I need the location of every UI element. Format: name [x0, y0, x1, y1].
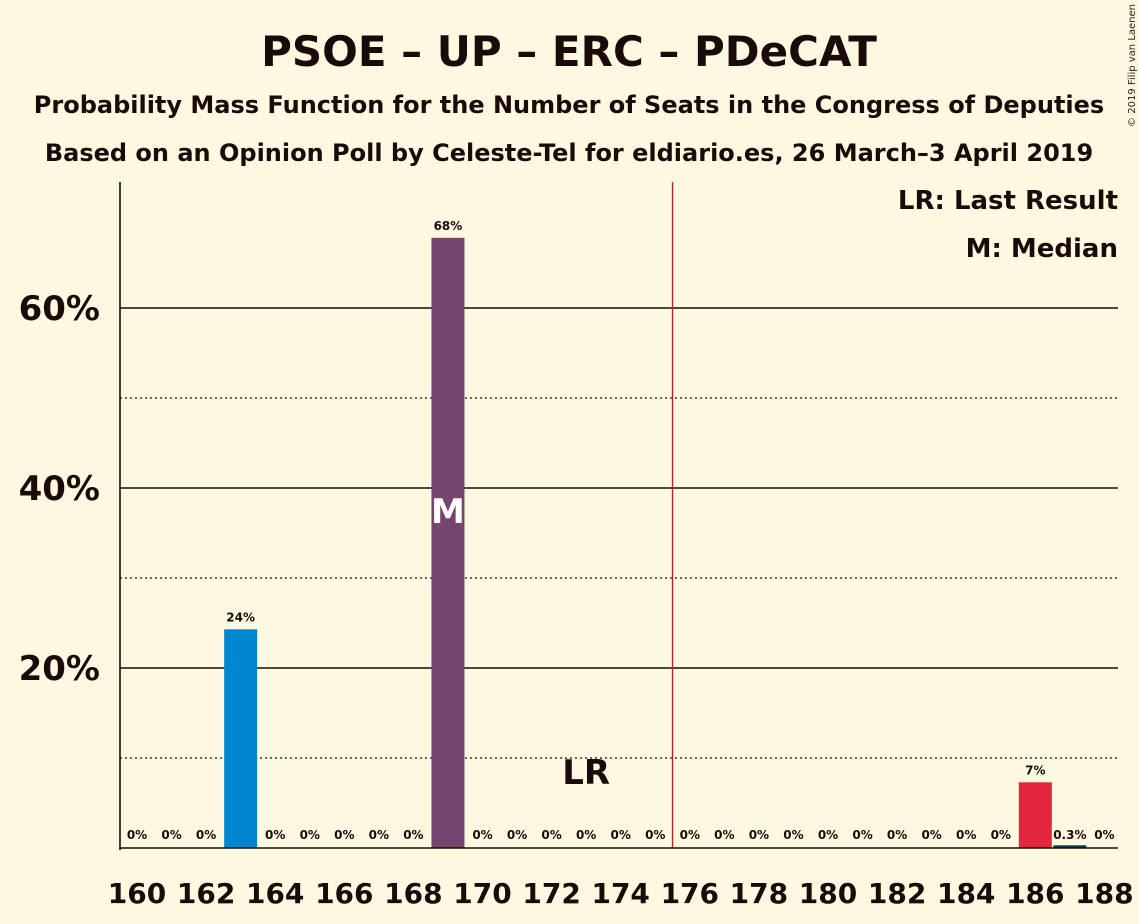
data-label-167: 0% — [369, 828, 389, 842]
chart-subtitle-2: Based on an Opinion Poll by Celeste-Tel … — [45, 139, 1093, 167]
data-label-165: 0% — [300, 828, 320, 842]
x-tick-label: 186 — [1006, 877, 1064, 910]
y-tick-label: 40% — [19, 469, 100, 509]
data-label-166: 0% — [334, 828, 354, 842]
x-tick-label: 180 — [799, 877, 857, 910]
data-label-185: 0% — [991, 828, 1011, 842]
data-label-160: 0% — [127, 828, 147, 842]
x-tick-label: 188 — [1075, 877, 1133, 910]
data-label-161: 0% — [161, 828, 181, 842]
data-label-182: 0% — [887, 828, 907, 842]
data-label-174: 0% — [611, 828, 631, 842]
data-label-173: 0% — [576, 828, 596, 842]
data-label-183: 0% — [921, 828, 941, 842]
data-label-172: 0% — [541, 828, 561, 842]
data-label-170: 0% — [472, 828, 492, 842]
chart-title: PSOE – UP – ERC – PDeCAT — [261, 27, 877, 76]
bar-186 — [1018, 782, 1052, 848]
axes-layer: 20% 40% 60% 160 162 164 166 168 170 172 174 176 178 1… — [19, 182, 1134, 910]
x-tick-label: 170 — [453, 877, 511, 910]
y-tick-label: 60% — [19, 289, 100, 329]
data-label-187: 0.3% — [1053, 828, 1086, 842]
data-label-163: 24% — [226, 610, 255, 624]
x-tick-label: 164 — [246, 877, 304, 910]
x-tick-label: 182 — [868, 877, 926, 910]
bars-layer — [224, 237, 1087, 849]
x-tick-label: 176 — [661, 877, 719, 910]
bar-169 — [431, 237, 465, 849]
legend-last-result: LR: Last Result — [898, 186, 1118, 216]
x-tick-label: 166 — [315, 877, 373, 910]
x-tick-label: 168 — [384, 877, 442, 910]
x-tick-label: 172 — [522, 877, 580, 910]
copyright-note: © 2019 Filip van Laenen — [1127, 4, 1138, 127]
x-tick-label: 174 — [591, 877, 649, 910]
data-label-178: 0% — [749, 828, 769, 842]
legend-median: M: Median — [966, 234, 1118, 264]
data-label-171: 0% — [507, 828, 527, 842]
y-tick-label: 20% — [19, 649, 100, 689]
x-tick-label: 184 — [937, 877, 995, 910]
x-tick-label: 160 — [108, 877, 166, 910]
data-label-162: 0% — [196, 828, 216, 842]
grid-layer — [120, 182, 1118, 848]
labels-layer: 0% 0% 0% 24% 0% 0% 0% 0% 0% 68% 0% 0% 0% 0% 0% 0% 0% 0% 0%… — [127, 219, 1115, 842]
data-label-164: 0% — [265, 828, 285, 842]
data-label-180: 0% — [818, 828, 838, 842]
data-label-186: 7% — [1025, 763, 1045, 777]
data-label-169: 68% — [434, 219, 463, 233]
data-label-177: 0% — [714, 828, 734, 842]
data-label-168: 0% — [403, 828, 423, 842]
bar-187 — [1053, 845, 1087, 848]
data-label-176: 0% — [680, 828, 700, 842]
last-result-marker: LR — [562, 753, 610, 793]
data-label-184: 0% — [956, 828, 976, 842]
x-tick-label: 178 — [730, 877, 788, 910]
chart-subtitle-1: Probability Mass Function for the Number… — [34, 91, 1104, 119]
data-label-188: 0% — [1094, 828, 1114, 842]
bar-163 — [224, 629, 258, 848]
median-marker: M — [431, 492, 465, 532]
data-label-175: 0% — [645, 828, 665, 842]
data-label-179: 0% — [783, 828, 803, 842]
data-label-181: 0% — [852, 828, 872, 842]
x-tick-label: 162 — [177, 877, 235, 910]
